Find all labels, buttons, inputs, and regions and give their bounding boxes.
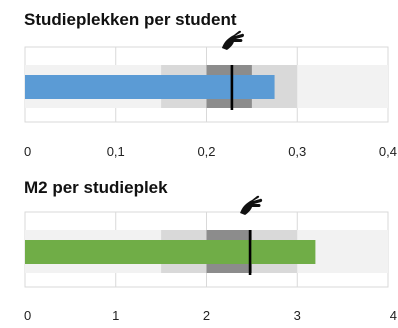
hand-icon (240, 195, 263, 215)
x-tick-label: 0,3 (288, 144, 306, 159)
bullet-chart-svg: 0 0,1 0,2 0,3 0,4 (24, 30, 397, 159)
x-tick-label: 2 (203, 308, 210, 323)
chart-m2-per-studieplek: 0 1 2 3 4 M2 per studieplek (0, 165, 398, 328)
chart-title: M2 per studieplek (24, 178, 168, 197)
chart-studieplekken-per-student: 0 0,1 0,2 0,3 0,4 Studieplekken per student (24, 10, 397, 159)
hand-icon (221, 30, 245, 50)
bullet-chart-svg: 0 1 2 3 4 (24, 195, 397, 323)
x-tick-label: 0,2 (197, 144, 215, 159)
x-tick-label: 0 (24, 308, 31, 323)
x-tick-label: 1 (112, 308, 119, 323)
chart-title: Studieplekken per student (24, 10, 237, 29)
performance-bar (25, 240, 316, 264)
x-tick-label: 0 (24, 144, 31, 159)
x-tick-label: 4 (390, 308, 397, 323)
x-tick-label: 0,4 (379, 144, 397, 159)
x-tick-label: 3 (294, 308, 301, 323)
hand-icon-shape (240, 195, 263, 215)
x-tick-label: 0,1 (107, 144, 125, 159)
performance-bar (25, 75, 275, 99)
hand-icon-shape (221, 30, 245, 50)
